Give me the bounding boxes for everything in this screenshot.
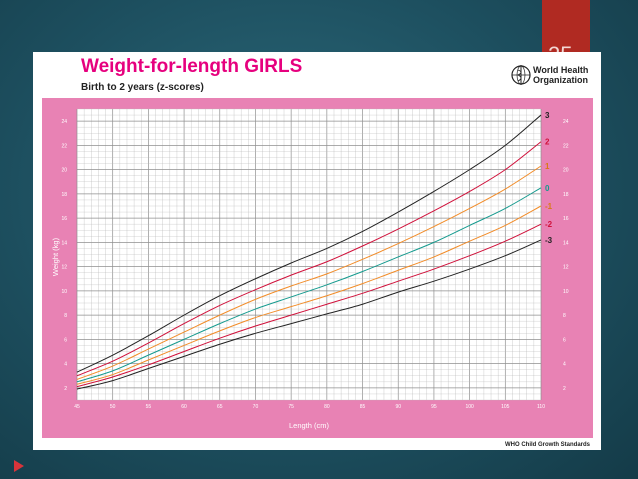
y-tick-label: 4	[64, 362, 67, 368]
curve-z-3	[76, 239, 542, 390]
x-tick-label: 80	[324, 404, 330, 410]
x-tick-labels: 45 50 55 60 65 70 75 80 85 90 95 100 105 110	[74, 404, 545, 410]
x-tick-label: 100	[465, 404, 474, 410]
y-tick-label: 6	[64, 337, 67, 343]
z-label--1: -1	[545, 202, 553, 211]
x-tick-label: 60	[181, 404, 187, 410]
y-tick-label: 14	[61, 240, 67, 246]
org-name-line1: World Health	[533, 65, 588, 75]
x-tick-label: 45	[74, 404, 80, 410]
z-score-labels: 3 2 1 0 -1 -2 -3	[545, 111, 553, 245]
slide-accent-tab	[542, 0, 590, 58]
org-name-line2: Organization	[533, 75, 588, 85]
y-tick-label-right: 18	[563, 192, 569, 198]
y-tick-label-right: 16	[563, 216, 569, 222]
y-axis-label: Weight (kg)	[51, 237, 60, 276]
x-tick-label: 105	[501, 404, 510, 410]
z-label-0: 0	[545, 184, 550, 193]
y-tick-label: 16	[61, 216, 67, 222]
slide-arrow-icon	[14, 460, 24, 472]
who-emblem-icon	[511, 65, 531, 85]
x-tick-label: 50	[110, 404, 116, 410]
curve-z2	[76, 141, 542, 377]
y-tick-label-right: 6	[563, 337, 566, 343]
z-label-3: 3	[545, 111, 550, 120]
y-tick-label-right: 10	[563, 289, 569, 295]
y-tick-label-right: 8	[563, 313, 566, 319]
z-label--3: -3	[545, 236, 553, 245]
chart-title: Weight-for-length GIRLS	[81, 56, 302, 77]
y-tick-label-right: 20	[563, 168, 569, 174]
y-tick-label: 22	[61, 143, 67, 149]
y-tick-label-right: 22	[563, 143, 569, 149]
y-tick-label-right: 2	[563, 386, 566, 392]
curve-z-1	[76, 205, 542, 385]
z-label-2: 2	[545, 138, 550, 147]
curve-z0	[76, 187, 542, 383]
growth-chart: Weight-for-length GIRLS Birth to 2 years…	[42, 56, 593, 448]
curve-z3	[76, 114, 542, 373]
curve-z1	[76, 165, 542, 380]
grid	[76, 108, 542, 401]
y-tick-label: 20	[61, 168, 67, 174]
x-tick-label: 90	[395, 404, 401, 410]
x-axis-label: Length (cm)	[289, 421, 330, 430]
y-tick-label-right: 12	[563, 265, 569, 271]
x-tick-label: 65	[217, 404, 223, 410]
x-tick-label: 110	[537, 404, 545, 410]
chart-footer: WHO Child Growth Standards	[505, 442, 591, 448]
x-tick-label: 95	[431, 404, 437, 410]
y-tick-label: 24	[61, 119, 67, 125]
y-tick-label: 10	[61, 289, 67, 295]
x-tick-label: 85	[360, 404, 366, 410]
curve-z-2	[76, 223, 542, 388]
y-tick-label-right: 4	[563, 362, 566, 368]
chart-subtitle: Birth to 2 years (z-scores)	[81, 82, 204, 93]
z-label-1: 1	[545, 162, 550, 171]
curves	[76, 114, 542, 390]
y-tick-label: 2	[64, 386, 67, 392]
y-tick-label-right: 24	[563, 119, 569, 125]
x-tick-label: 55	[146, 404, 152, 410]
x-tick-label: 75	[288, 404, 294, 410]
z-label--2: -2	[545, 220, 553, 229]
y-tick-label-right: 14	[563, 240, 569, 246]
y-tick-label: 18	[61, 192, 67, 198]
y-tick-label: 12	[61, 265, 67, 271]
y-tick-label: 8	[64, 313, 67, 319]
x-tick-label: 70	[253, 404, 259, 410]
growth-chart-card: Weight-for-length GIRLS Birth to 2 years…	[33, 52, 601, 450]
